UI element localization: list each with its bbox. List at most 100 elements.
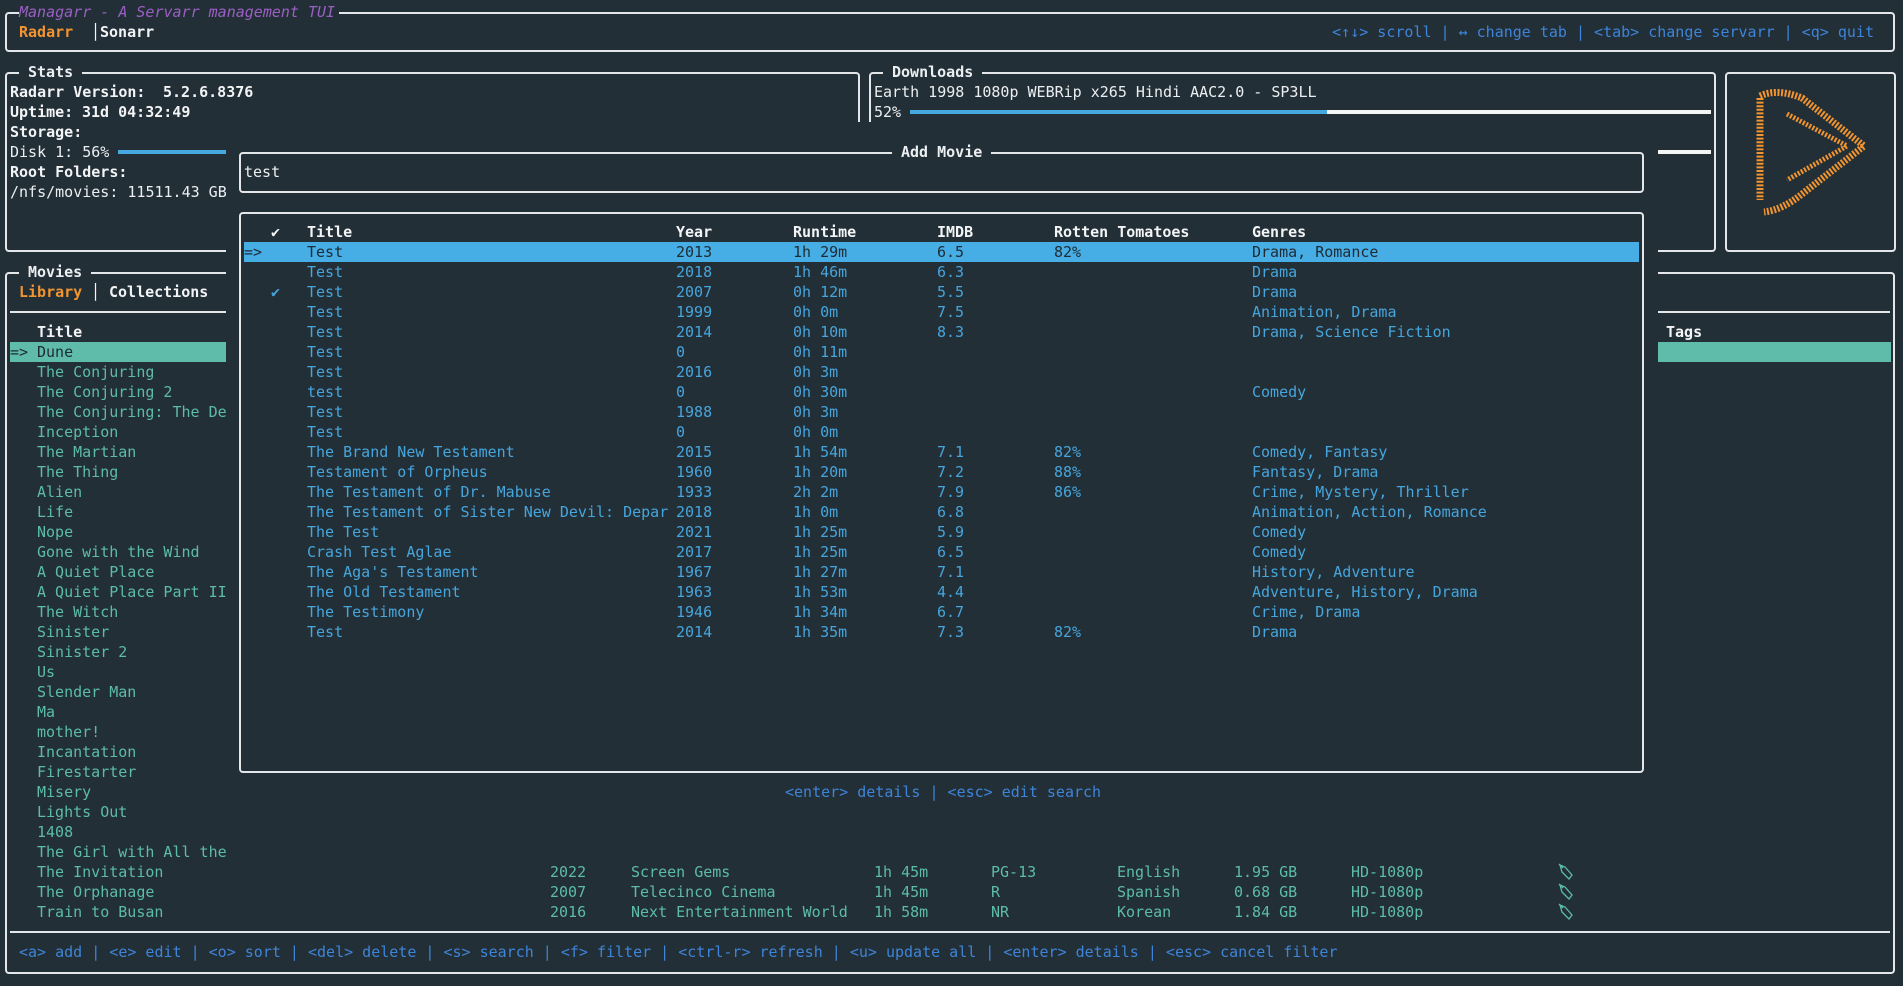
result-row-imdb: 6.8 (937, 503, 965, 521)
library-row-title[interactable]: Ma (37, 703, 56, 721)
library-row-title[interactable]: Nope (37, 523, 74, 541)
result-row-title[interactable]: The Testament of Dr. Mabuse (307, 483, 551, 501)
result-row-runtime: 0h 30m (793, 383, 848, 401)
result-row-runtime: 0h 11m (793, 343, 848, 361)
library-row-title[interactable]: Life (37, 503, 74, 521)
library-row-title[interactable]: The Martian (37, 443, 137, 461)
tab-library[interactable]: Library (19, 283, 83, 301)
library-row-title[interactable]: The Witch (37, 603, 119, 621)
result-row-title[interactable]: The Old Testament (307, 583, 461, 601)
library-row-title[interactable]: The Conjuring (37, 363, 155, 381)
result-row-runtime: 0h 3m (793, 363, 839, 381)
library-row-title[interactable]: Slender Man (37, 683, 137, 701)
library-row-title[interactable]: Incantation (37, 743, 137, 761)
version-value: 5.2.6.8376 (163, 83, 254, 101)
library-row-title[interactable]: mother! (37, 723, 101, 741)
library-row-title[interactable]: Firestarter (37, 763, 137, 781)
tab-radarr[interactable]: Radarr (19, 23, 74, 41)
result-row-title[interactable]: Test (307, 623, 344, 641)
add-movie-title-text: Add Movie (901, 143, 983, 161)
add-movie-title: Add Movie (892, 142, 992, 162)
search-input[interactable]: test (244, 163, 281, 181)
library-row-language: Spanish (1117, 883, 1181, 901)
result-row-year: 1988 (676, 403, 713, 421)
result-row-title[interactable]: The Aga's Testament (307, 563, 479, 581)
result-row-rt: 82% (1054, 443, 1082, 461)
result-row-runtime: 1h 46m (793, 263, 848, 281)
result-row-year: 1933 (676, 483, 713, 501)
library-row-title[interactable]: Us (37, 663, 56, 681)
result-row-runtime: 1h 34m (793, 603, 848, 621)
tab-sonarr[interactable]: Sonarr (100, 23, 155, 41)
library-row-title[interactable]: 1408 (37, 823, 74, 841)
library-row-title[interactable]: The Orphanage (37, 883, 155, 901)
logo-panel (1725, 72, 1896, 252)
library-row-title[interactable]: The Invitation (37, 863, 164, 881)
downloads-title-text: Downloads (892, 63, 974, 81)
check-icon: ✔ (271, 283, 281, 301)
stats-title-text: Stats (28, 63, 74, 81)
library-row-title[interactable]: The Conjuring 2 (37, 383, 173, 401)
download-gauge-fill (910, 110, 1327, 114)
results-selection-bar (244, 242, 1639, 262)
result-row-year: 2014 (676, 623, 713, 641)
result-row-title[interactable]: The Testament of Sister New Devil: Depar (307, 503, 669, 521)
library-row-title[interactable]: The Thing (37, 463, 119, 481)
result-row-imdb: 6.7 (937, 603, 965, 621)
library-row-studio: Next Entertainment World (631, 903, 848, 921)
library-row-title[interactable]: Lights Out (37, 803, 128, 821)
library-row-studio: Telecinco Cinema (631, 883, 776, 901)
library-row-title[interactable]: Sinister 2 (37, 643, 128, 661)
library-row-title[interactable]: Misery (37, 783, 92, 801)
library-row-title[interactable]: Alien (37, 483, 83, 501)
result-row-title[interactable]: Test (307, 403, 344, 421)
tab-separator: │ (91, 23, 101, 41)
result-row-title[interactable]: Test (307, 343, 344, 361)
result-row-title[interactable]: Crash Test Aglae (307, 543, 452, 561)
result-row-runtime: 1h 27m (793, 563, 848, 581)
result-row-year: 0 (676, 383, 686, 401)
result-row-year: 1960 (676, 463, 713, 481)
library-row-size: 1.95 GB (1234, 863, 1298, 881)
library-row-title[interactable]: Train to Busan (37, 903, 164, 921)
library-row-studio: Screen Gems (631, 863, 731, 881)
result-row-title[interactable]: Test (307, 263, 344, 281)
result-row-title[interactable]: Test (307, 423, 344, 441)
library-row-title[interactable]: Inception (37, 423, 119, 441)
result-row-title[interactable]: Test (307, 323, 344, 341)
result-row-runtime: 0h 12m (793, 283, 848, 301)
result-row-title[interactable]: The Test (307, 523, 380, 541)
results-table (239, 212, 1644, 773)
result-row-title[interactable]: Test (307, 283, 344, 301)
result-row-genres: Drama (1252, 263, 1298, 281)
library-row-title[interactable]: The Conjuring: The De (37, 403, 227, 421)
download-progress-label: 52% (874, 103, 902, 121)
download-gauge-2 (1658, 150, 1711, 154)
result-row-title[interactable]: The Testimony (307, 603, 425, 621)
library-row-title[interactable]: Sinister (37, 623, 110, 641)
result-row-title[interactable]: Test (307, 243, 344, 261)
library-row-runtime: 1h 45m (874, 863, 929, 881)
library-row-quality: HD-1080p (1351, 903, 1424, 921)
result-row-year: 2013 (676, 243, 713, 261)
result-row-genres: Drama (1252, 623, 1298, 641)
results-column-imdb: IMDB (937, 223, 974, 241)
movies-title-text: Movies (28, 263, 83, 281)
library-row-title[interactable]: The Girl with All the (37, 843, 227, 861)
result-row-year: 2021 (676, 523, 713, 541)
library-row-year: 2016 (550, 903, 587, 921)
result-row-title[interactable]: The Brand New Testament (307, 443, 515, 461)
result-row-title[interactable]: Testament of Orpheus (307, 463, 488, 481)
library-row-title[interactable]: A Quiet Place (37, 563, 155, 581)
result-row-year: 2014 (676, 323, 713, 341)
result-row-imdb: 4.4 (937, 583, 965, 601)
tab-collections[interactable]: Collections (109, 283, 209, 301)
library-row-title[interactable]: Dune (37, 343, 74, 361)
library-row-title[interactable]: Gone with the Wind (37, 543, 200, 561)
movies-tab-separator: │ (91, 283, 101, 301)
result-row-title[interactable]: test (307, 383, 344, 401)
result-row-title[interactable]: Test (307, 363, 344, 381)
library-row-title[interactable]: A Quiet Place Part II (37, 583, 227, 601)
results-selector: => (244, 243, 263, 261)
result-row-title[interactable]: Test (307, 303, 344, 321)
